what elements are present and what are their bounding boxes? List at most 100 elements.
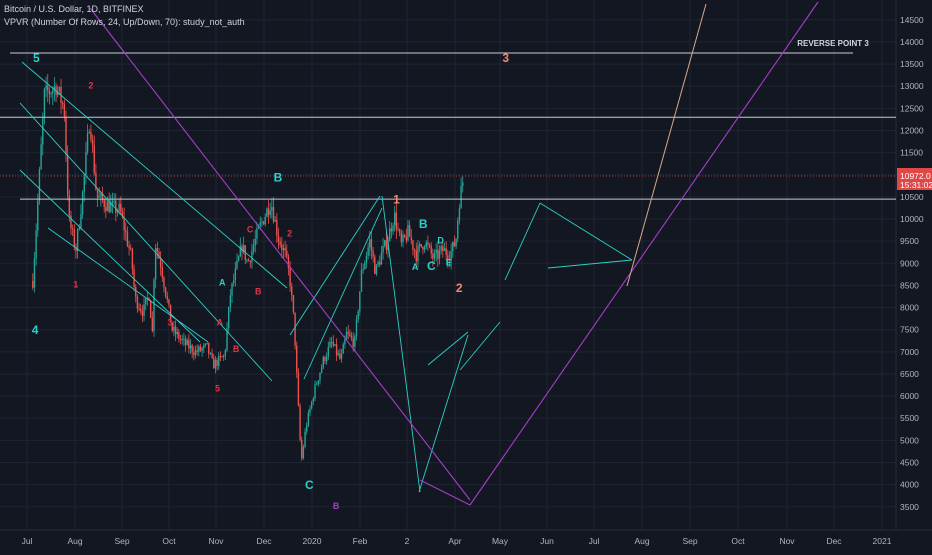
candle-body [325,356,328,362]
candle-body [438,250,441,259]
wave-label: B [233,344,240,354]
candle-body [75,247,77,252]
candle-body [83,174,85,192]
wave-label: B [255,286,262,296]
time-axis-tick: 2 [405,536,410,546]
candle-body [110,203,112,213]
price-axis-tick: 5000 [900,435,919,445]
candle-body [364,262,366,270]
candle-body [103,200,105,208]
candle-body [412,240,414,250]
wave-label: 3 [167,317,172,327]
trend-line [504,202,541,281]
candle-body [418,244,421,247]
wave-label: 3 [502,51,509,65]
time-axis-tick: Dec [826,536,842,546]
trend-line [47,227,209,343]
candle-body [168,299,170,305]
candle-body [369,239,371,248]
candle-body [403,234,406,237]
wave-label: 5 [33,51,40,65]
symbol-title: Bitcoin / U.S. Dollar, 1D, BITFINEX [4,4,144,14]
candle-body [237,256,240,261]
candle-body [367,247,369,256]
projection-line [626,3,707,287]
candle-body [443,248,446,252]
candle-body [274,220,276,222]
time-axis-tick: 2020 [303,536,322,546]
candle-body [229,295,232,307]
candle-body [322,357,325,368]
candle-body [201,348,203,351]
trend-line [459,321,501,371]
time-axis-tick: Nov [779,536,795,546]
candle-body [330,341,333,343]
candle-body [204,343,207,346]
candle-body [91,139,94,146]
candle-body [440,246,442,251]
candle-body [395,212,398,230]
candle-body [297,372,300,406]
candle-body [384,240,386,246]
trend-line [289,195,381,336]
candle-body [317,380,320,384]
candle-body [214,359,217,369]
candle-body [432,253,434,259]
candle-body [221,356,223,358]
time-axis-tick: Aug [67,536,82,546]
candle-body [445,248,447,255]
candle-body [380,252,383,265]
trend-line [19,102,273,382]
candle-body [269,210,271,215]
candle-body [277,235,280,242]
wave-label: C [427,259,436,273]
candle-body [337,353,339,355]
trend-line [547,259,633,269]
candle-body [37,200,39,231]
time-axis-tick: May [492,536,509,546]
candle-body [161,267,163,278]
candle-body [38,169,41,201]
candle-body [223,355,225,358]
candle-body [402,234,404,243]
wave-label: 5 [215,384,220,394]
wave-label: A [219,277,226,287]
candle-body [242,245,245,252]
candle-body [42,118,44,145]
candle-body [159,258,162,268]
candle-body [284,248,286,251]
price-axis-tick: 9500 [900,236,919,246]
candle-body [259,222,261,226]
candle-body [379,262,381,265]
candle-body [123,217,125,231]
candle-body [375,264,378,274]
candle-body [128,245,130,249]
candle-body [389,228,391,242]
candle-body [437,249,439,259]
candle-body [276,220,278,236]
candle-body [184,338,187,345]
candle-body [262,221,265,225]
candle-body [80,214,82,228]
candle-body [163,277,165,288]
candle-body [252,245,255,252]
candle-body [349,333,351,336]
candle-body [219,355,222,357]
wave-label: B [274,170,283,184]
price-axis-tick: 14500 [900,15,924,25]
candle-body [93,145,95,173]
candle-body [372,250,374,257]
candle-body [392,225,394,232]
candle-body [309,408,311,413]
price-badge-value: 10972.0 [900,171,931,181]
candle-body [251,251,253,263]
candle-body [126,232,129,246]
candle-body [357,311,359,320]
candle-body [53,86,56,91]
candle-body [350,335,353,339]
candle-body [304,431,306,447]
indicator-line: VPVR (Number Of Rows, 24, Up/Down, 70): … [4,17,245,27]
